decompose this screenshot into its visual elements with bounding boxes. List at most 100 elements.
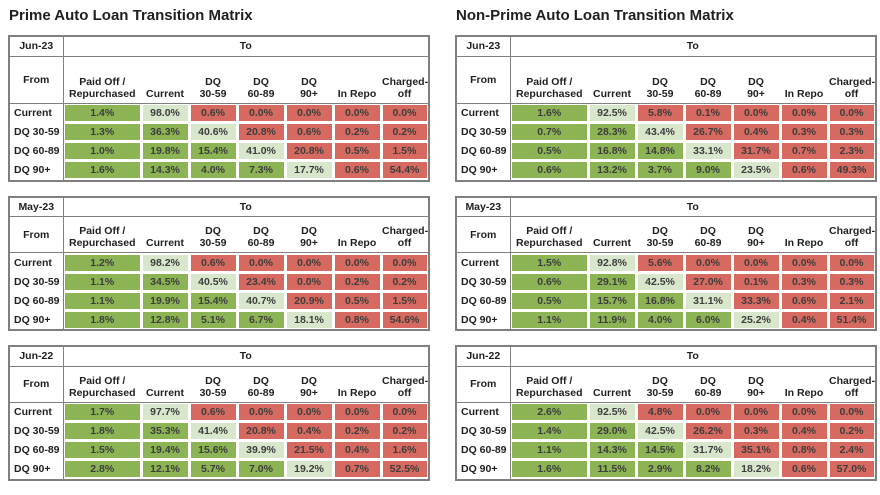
value-cell: 0.3% — [781, 124, 827, 140]
row-header: Current — [9, 252, 64, 272]
value-cell: 0.3% — [829, 124, 874, 140]
column-header: DQ 30-59 — [636, 216, 684, 253]
value-cell-slot: 98.2% — [141, 252, 189, 272]
value-cell: 0.0% — [334, 404, 380, 420]
period-row: May-23 To — [9, 196, 430, 217]
value-cell: 0.2% — [382, 273, 427, 290]
column-header: DQ 30-59 — [636, 366, 684, 403]
column-header: Charged-off — [381, 216, 430, 253]
matrix-row: DQ 60-89 1.1% 19.9% 15.4% 40.7% 20.9% 0.5% 1.5% — [9, 291, 430, 310]
value-cell: 16.8% — [589, 143, 635, 159]
value-cell: 0.0% — [781, 404, 827, 420]
value-cell-slot: 0.0% — [237, 252, 285, 272]
value-cell-slot: 1.6% — [381, 440, 430, 460]
value-cell: 18.1% — [286, 311, 332, 328]
from-header-label: From — [9, 366, 64, 403]
value-cell-slot: 3.7% — [636, 160, 684, 181]
to-header-label: To — [510, 346, 877, 367]
value-cell-slot: 92.5% — [588, 402, 636, 422]
value-cell-slot: 7.0% — [237, 459, 285, 480]
transition-matrix-jun-23: Jun-23 To From Paid Off / Repurchased Current… — [8, 35, 431, 182]
column-header: Charged-off — [828, 56, 877, 104]
value-cell: 0.4% — [781, 311, 827, 328]
value-cell: 1.4% — [512, 423, 587, 439]
value-cell: 34.5% — [142, 273, 188, 290]
column-header: In Repo — [780, 216, 828, 253]
value-cell: 0.6% — [190, 404, 236, 420]
value-cell-slot: 0.3% — [732, 421, 780, 441]
value-cell-slot: 0.4% — [780, 421, 828, 441]
value-cell: 0.0% — [685, 254, 731, 271]
value-cell: 19.8% — [142, 143, 188, 159]
value-cell: 31.1% — [685, 292, 731, 309]
row-header: DQ 30-59 — [9, 122, 64, 142]
value-cell: 20.8% — [286, 143, 332, 159]
value-cell-slot: 1.5% — [381, 291, 430, 310]
value-cell: 41.4% — [190, 423, 236, 439]
value-cell-slot: 2.9% — [636, 459, 684, 480]
value-cell: 0.6% — [781, 292, 827, 309]
matrix-row: DQ 30-59 1.4% 29.0% 42.5% 26.2% 0.3% 0.4% 0.2% — [456, 421, 877, 441]
value-cell: 0.2% — [382, 124, 427, 140]
value-cell: 31.7% — [685, 442, 731, 458]
column-header: Charged-off — [381, 366, 430, 403]
value-cell-slot: 0.4% — [333, 440, 381, 460]
column-header: DQ 60-89 — [684, 216, 732, 253]
value-cell-slot: 0.0% — [333, 252, 381, 272]
value-cell: 7.3% — [238, 162, 284, 178]
value-cell: 14.3% — [589, 442, 635, 458]
value-cell: 40.7% — [238, 292, 284, 309]
value-cell: 0.7% — [334, 461, 380, 477]
matrix-row: DQ 90+ 1.6% 14.3% 4.0% 7.3% 17.7% 0.6% 54.4% — [9, 160, 430, 181]
column-header: DQ 90+ — [732, 56, 780, 104]
value-cell: 0.6% — [781, 162, 827, 178]
column-header: DQ 60-89 — [684, 366, 732, 403]
nonprime-matrix-tables: Jun-23 To From Paid Off / Repurchased Current… — [455, 35, 878, 481]
value-cell: 39.9% — [238, 442, 284, 458]
matrix-row: DQ 90+ 1.8% 12.8% 5.1% 6.7% 18.1% 0.8% 54.6% — [9, 310, 430, 330]
value-cell-slot: 0.0% — [285, 103, 333, 123]
column-header: DQ 30-59 — [189, 366, 237, 403]
value-cell: 1.0% — [65, 143, 140, 159]
value-cell-slot: 15.4% — [189, 291, 237, 310]
column-header: Current — [588, 366, 636, 403]
value-cell-slot: 8.2% — [684, 459, 732, 480]
value-cell: 2.9% — [637, 461, 683, 477]
value-cell-slot: 0.6% — [780, 459, 828, 480]
value-cell-slot: 0.0% — [732, 252, 780, 272]
value-cell-slot: 0.6% — [780, 291, 828, 310]
value-cell: 51.4% — [829, 311, 874, 328]
value-cell: 54.4% — [382, 162, 427, 178]
transition-matrix-jun-22: Jun-22 To From Paid Off / Repurchased Current… — [8, 345, 431, 481]
matrix-row: Current 2.6% 92.5% 4.8% 0.0% 0.0% 0.0% 0.0% — [456, 402, 877, 422]
value-cell-slot: 0.0% — [828, 252, 877, 272]
value-cell: 17.7% — [286, 162, 332, 178]
value-cell-slot: 16.8% — [588, 141, 636, 161]
value-cell-slot: 0.0% — [381, 402, 430, 422]
period-label: Jun-22 — [9, 346, 64, 367]
transition-matrix-jun-22: Jun-22 To From Paid Off / Repurchased Current… — [455, 345, 878, 481]
matrix-row: DQ 60-89 1.0% 19.8% 15.4% 41.0% 20.8% 0.5% 1.5% — [9, 141, 430, 161]
matrix-row: Current 1.2% 98.2% 0.6% 0.0% 0.0% 0.0% 0.0% — [9, 252, 430, 272]
value-cell-slot: 4.8% — [636, 402, 684, 422]
nonprime-section-title: Non-Prime Auto Loan Transition Matrix — [456, 7, 734, 24]
value-cell-slot: 0.3% — [780, 122, 828, 142]
value-cell: 0.0% — [829, 105, 874, 121]
value-cell: 98.2% — [142, 254, 188, 271]
value-cell-slot: 1.4% — [63, 103, 141, 123]
column-header: DQ 60-89 — [237, 216, 285, 253]
column-header-row: From Paid Off / Repurchased Current DQ 30-59 D… — [456, 56, 877, 104]
value-cell-slot: 31.1% — [684, 291, 732, 310]
value-cell-slot: 57.0% — [828, 459, 877, 480]
value-cell-slot: 2.8% — [63, 459, 141, 480]
value-cell: 12.1% — [142, 461, 188, 477]
value-cell: 20.8% — [238, 124, 284, 140]
value-cell-slot: 0.1% — [684, 103, 732, 123]
row-header: Current — [456, 252, 511, 272]
value-cell: 1.2% — [65, 254, 140, 271]
value-cell-slot: 0.6% — [780, 160, 828, 181]
value-cell-slot: 0.0% — [780, 402, 828, 422]
value-cell-slot: 4.0% — [189, 160, 237, 181]
value-cell-slot: 19.9% — [141, 291, 189, 310]
value-cell: 14.3% — [142, 162, 188, 178]
